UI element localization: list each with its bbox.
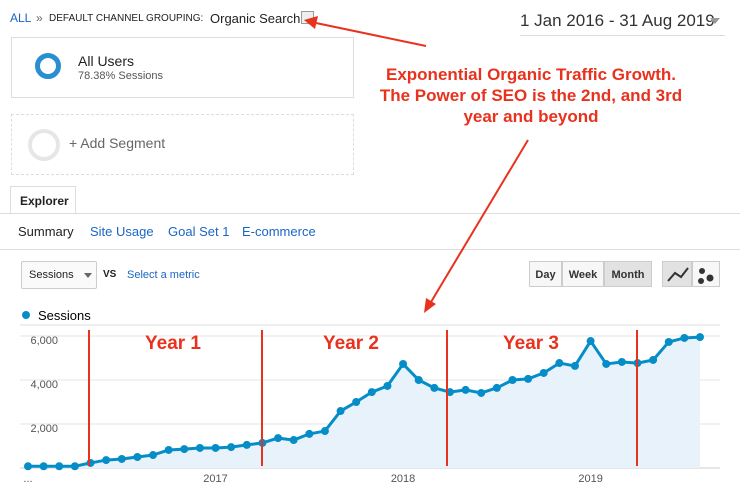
callout: year and beyond — [463, 107, 598, 126]
date-underline — [520, 35, 725, 36]
point — [461, 385, 470, 394]
y-tick-label: 2,000 — [30, 423, 58, 435]
point — [633, 359, 642, 368]
callout: The Power of SEO is the 2nd, and 3rd — [380, 86, 682, 105]
point — [227, 443, 236, 452]
point — [555, 359, 564, 368]
area — [28, 337, 700, 468]
x-tick-label: 2018 — [391, 473, 415, 485]
point — [414, 376, 423, 384]
subtab[interactable]: E-commerce — [242, 224, 316, 239]
point — [102, 456, 111, 465]
segment-ring — [35, 53, 61, 79]
add-segment[interactable]: + Add Segment — [69, 135, 166, 151]
point — [570, 361, 579, 370]
subtab[interactable]: Summary — [18, 224, 74, 239]
point — [586, 337, 595, 346]
point — [649, 355, 658, 364]
add-segment-box[interactable] — [11, 114, 354, 175]
x-tick-label: 2017 — [203, 473, 227, 485]
point — [617, 357, 626, 366]
annotation: Year 2 — [323, 333, 379, 354]
segment-name: All Users — [78, 53, 135, 69]
motion-chart-button[interactable] — [692, 261, 720, 287]
point — [508, 376, 517, 384]
date-caret — [710, 18, 720, 24]
breadcrumb-dimension: DEFAULT CHANNEL GROUPING: — [49, 13, 204, 24]
point — [367, 388, 376, 397]
point — [336, 407, 345, 416]
period-button[interactable]: Day — [529, 261, 562, 287]
subtab[interactable]: Goal Set 1 — [168, 224, 230, 239]
point — [305, 429, 314, 438]
segment-detail: 78.38% Sessions — [78, 70, 163, 82]
metric-caret — [84, 273, 92, 278]
breadcrumb-root[interactable]: ALL — [10, 11, 32, 25]
y-tick-label: 6,000 — [30, 335, 58, 347]
point — [39, 462, 48, 471]
legend-marker — [22, 311, 30, 319]
point — [680, 333, 689, 342]
point — [352, 398, 361, 406]
metric: Sessions — [29, 269, 74, 281]
point — [149, 451, 158, 460]
select-metric[interactable]: Select a metric — [127, 269, 200, 281]
period-button[interactable]: Week — [562, 261, 604, 287]
point — [492, 383, 501, 392]
point — [383, 381, 392, 390]
tab[interactable]: Explorer — [20, 194, 69, 208]
y-tick-label: 4,000 — [30, 379, 58, 391]
line-chart-button[interactable] — [662, 261, 692, 287]
line — [28, 335, 701, 468]
point — [320, 427, 329, 436]
point — [696, 333, 704, 342]
point — [133, 453, 142, 461]
point — [55, 462, 64, 471]
point — [445, 388, 454, 397]
dropdown-icon[interactable] — [301, 11, 314, 24]
date-range[interactable]: 1 Jan 2016 - 31 Aug 2019 — [520, 11, 715, 30]
segment-box[interactable] — [11, 37, 354, 98]
year-dividers — [88, 330, 638, 466]
point — [258, 438, 267, 447]
point — [117, 454, 126, 463]
point — [242, 440, 251, 449]
point — [602, 359, 611, 368]
point — [524, 374, 533, 383]
annotation: Year 3 — [503, 333, 559, 354]
tab-rule — [0, 213, 740, 214]
legend-label: Sessions — [38, 308, 91, 323]
x-tick-label: ... — [23, 473, 32, 485]
point — [86, 458, 95, 467]
subtab-rule — [0, 249, 740, 250]
breadcrumb-separator: » — [36, 11, 43, 25]
point — [70, 462, 79, 471]
point — [289, 436, 298, 445]
point — [164, 445, 173, 454]
breadcrumb-value: Organic Search — [210, 11, 301, 26]
point — [274, 434, 283, 443]
vs: VS — [103, 269, 117, 280]
point — [24, 462, 32, 471]
point — [211, 443, 220, 452]
period-button[interactable]: Month — [604, 261, 652, 287]
add-segment-ring — [28, 129, 60, 161]
annotation: Year 1 — [145, 333, 201, 354]
point — [430, 383, 439, 392]
tab-box[interactable] — [10, 186, 76, 214]
point — [664, 337, 673, 346]
callout: Exponential Organic Traffic Growth. — [386, 65, 676, 84]
subtab[interactable]: Site Usage — [90, 224, 154, 239]
x-tick-label: 2019 — [578, 473, 602, 485]
point — [477, 388, 486, 397]
point — [539, 368, 548, 377]
point — [180, 445, 189, 454]
point — [399, 359, 408, 368]
point — [195, 443, 204, 452]
